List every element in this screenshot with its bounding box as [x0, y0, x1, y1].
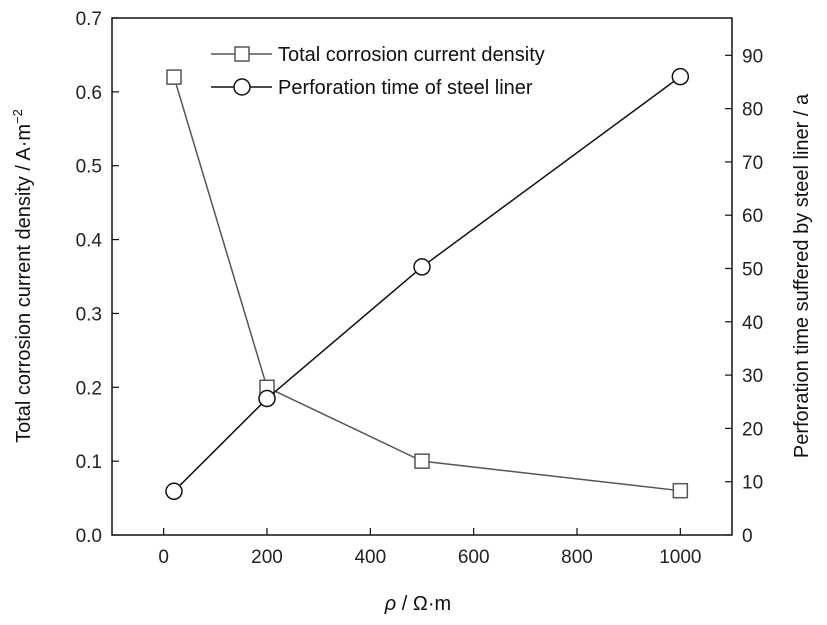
data-point-current-density: [166, 69, 182, 85]
left-axis: 0.0 0.1 0.2 0.3 0.4 0.5 0.6 0.7: [76, 9, 119, 547]
left-tick-label: 0.7: [76, 9, 102, 30]
right-tick-label: 50: [742, 260, 763, 281]
x-tick-label: 200: [251, 547, 283, 568]
right-tick-label: 10: [742, 473, 763, 494]
legend-label-perforation: Perforation time of steel liner: [278, 77, 533, 99]
left-tick-label: 0.6: [76, 83, 102, 104]
data-point-perforation-time: [413, 258, 431, 276]
left-tick-label: 0.2: [76, 378, 102, 399]
legend-label-current: Total corrosion current density: [278, 44, 545, 66]
left-tick-label: 0.5: [76, 157, 102, 178]
series-line-perforation-time: [173, 76, 681, 492]
right-axis-title: Perforation time suffered by steel liner…: [791, 93, 813, 458]
right-tick-label: 40: [742, 313, 763, 334]
left-tick-label: 0.3: [76, 304, 102, 325]
right-tick-label: 90: [742, 46, 763, 67]
right-tick-label: 0: [742, 526, 753, 547]
left-tick-label: 0.0: [76, 526, 102, 547]
right-tick-label: 30: [742, 366, 763, 387]
data-point-perforation-time: [671, 67, 690, 86]
data-point-perforation-time: [258, 389, 276, 408]
legend: Total corrosion current density Perforat…: [211, 44, 545, 99]
legend-marker-circle: [233, 78, 251, 96]
x-tick-label: 800: [561, 547, 593, 568]
right-axis: 0 10 20 30 40 50 60 70 80 90: [725, 46, 763, 547]
plot-frame: [111, 17, 733, 536]
series-line-current-density: [173, 76, 681, 492]
right-tick-label: 70: [742, 153, 763, 174]
x-axis: 0 200 400 600 800 1000: [158, 528, 701, 568]
x-tick-label: 1000: [659, 547, 701, 568]
x-tick-label: 0: [158, 547, 169, 568]
data-point-perforation-time: [165, 482, 183, 501]
left-axis-title: Total corrosion current density / A·m−2: [10, 109, 35, 443]
legend-marker-square: [234, 46, 250, 62]
right-tick-label: 20: [742, 419, 763, 440]
series-layer: [165, 67, 690, 501]
right-tick-label: 60: [742, 206, 763, 227]
data-point-current-density: [672, 482, 689, 499]
x-tick-label: 400: [354, 547, 386, 568]
data-point-current-density: [414, 453, 430, 469]
x-tick-label: 600: [458, 547, 490, 568]
x-axis-title: ρ / Ω·m: [384, 593, 451, 615]
left-tick-label: 0.1: [76, 452, 102, 473]
left-tick-label: 0.4: [76, 231, 103, 252]
right-tick-label: 80: [742, 100, 763, 121]
